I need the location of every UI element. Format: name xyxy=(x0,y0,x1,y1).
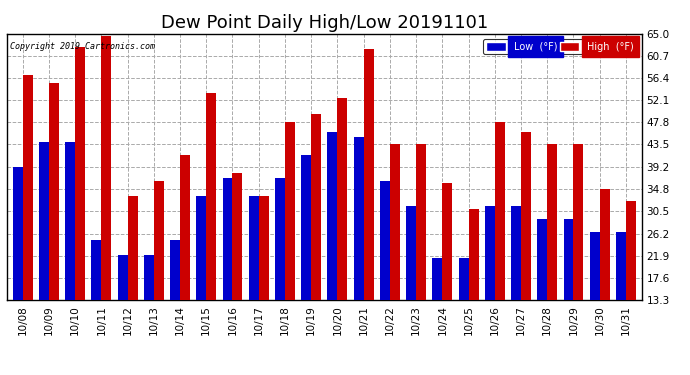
Bar xyxy=(495,122,505,300)
Bar xyxy=(590,232,600,300)
Bar xyxy=(311,114,321,300)
Bar xyxy=(117,255,128,300)
Bar xyxy=(49,82,59,300)
Title: Dew Point Daily High/Low 20191101: Dew Point Daily High/Low 20191101 xyxy=(161,14,488,32)
Legend: Low  (°F), High  (°F): Low (°F), High (°F) xyxy=(484,39,637,54)
Bar xyxy=(23,75,32,300)
Bar xyxy=(39,142,49,300)
Bar xyxy=(469,209,479,300)
Bar xyxy=(154,180,164,300)
Bar xyxy=(442,183,453,300)
Bar xyxy=(521,132,531,300)
Bar xyxy=(390,144,400,300)
Bar xyxy=(91,240,101,300)
Bar xyxy=(275,178,285,300)
Bar xyxy=(249,196,259,300)
Bar xyxy=(547,144,558,300)
Bar xyxy=(337,98,347,300)
Bar xyxy=(302,155,311,300)
Bar xyxy=(196,196,206,300)
Bar xyxy=(65,142,75,300)
Bar xyxy=(416,144,426,300)
Bar xyxy=(433,258,442,300)
Bar xyxy=(600,189,610,300)
Bar xyxy=(364,49,373,300)
Bar xyxy=(406,206,416,300)
Bar xyxy=(564,219,573,300)
Bar xyxy=(285,122,295,300)
Bar xyxy=(511,206,521,300)
Bar xyxy=(12,166,23,300)
Bar xyxy=(144,255,154,300)
Bar xyxy=(626,201,636,300)
Bar xyxy=(206,93,216,300)
Bar xyxy=(170,240,180,300)
Bar xyxy=(485,206,495,300)
Bar xyxy=(380,180,390,300)
Bar xyxy=(328,132,337,300)
Bar xyxy=(180,155,190,300)
Bar xyxy=(128,196,137,300)
Text: Copyright 2019 Cartronics.com: Copyright 2019 Cartronics.com xyxy=(10,42,155,51)
Bar xyxy=(538,219,547,300)
Bar xyxy=(222,178,233,300)
Bar xyxy=(259,196,268,300)
Bar xyxy=(616,232,626,300)
Bar xyxy=(573,144,584,300)
Bar xyxy=(354,137,364,300)
Bar xyxy=(459,258,469,300)
Bar xyxy=(101,36,111,300)
Bar xyxy=(233,173,242,300)
Bar xyxy=(75,46,85,300)
